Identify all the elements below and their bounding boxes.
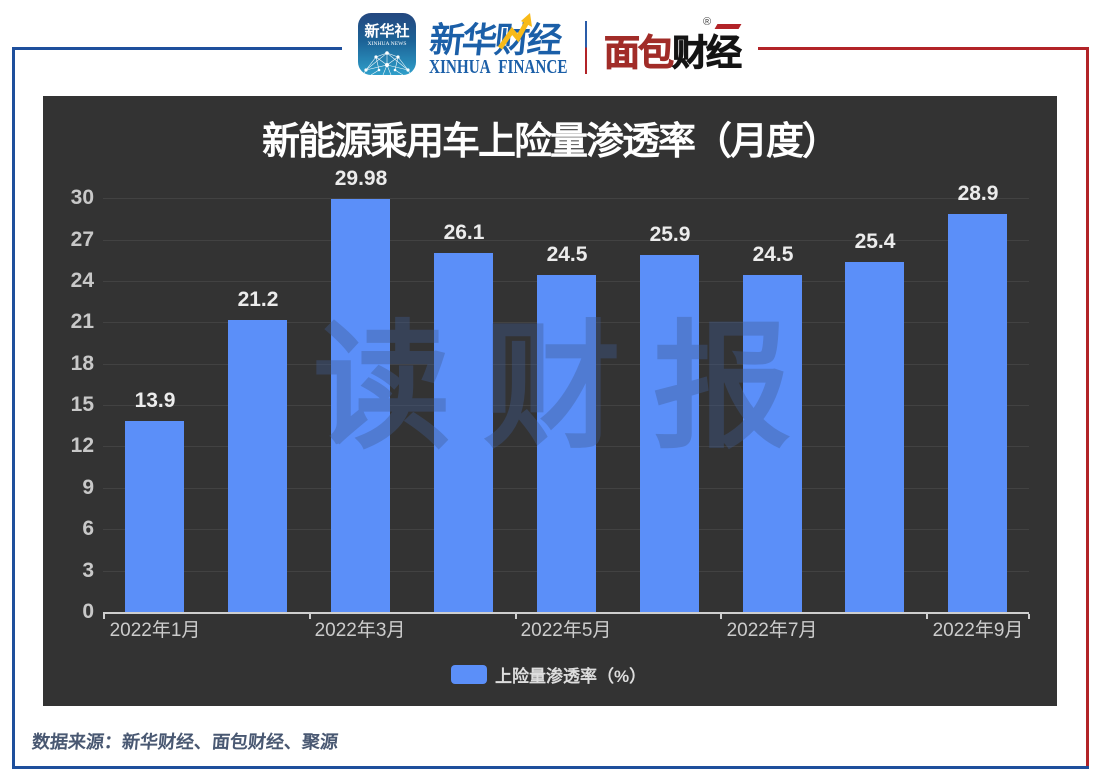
svg-text:XINHUA NEWS: XINHUA NEWS: [368, 41, 407, 47]
svg-text:新华社: 新华社: [364, 22, 409, 40]
